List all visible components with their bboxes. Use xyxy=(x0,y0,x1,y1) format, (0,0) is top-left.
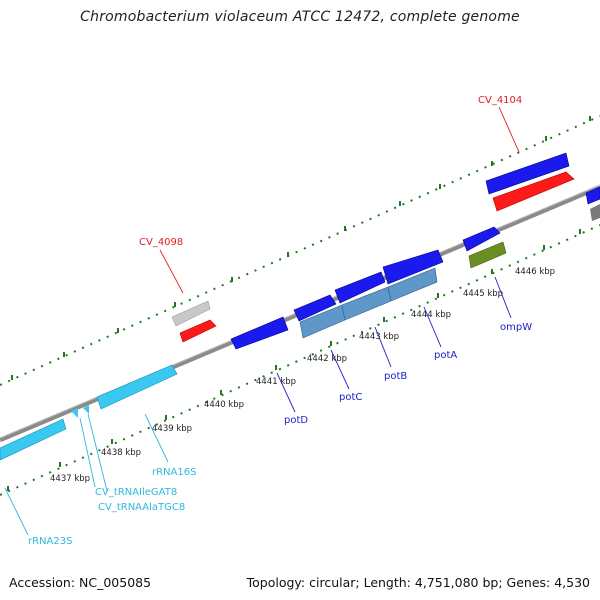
gene-potB[interactable] xyxy=(334,271,386,304)
gene-tRNA-ala[interactable] xyxy=(83,405,89,414)
ruler-label-4444: 4444 kbp xyxy=(411,310,451,320)
gene-potD[interactable] xyxy=(230,316,289,350)
gene-rRNA16S[interactable] xyxy=(96,364,178,410)
callout-potC xyxy=(330,349,350,390)
gene-cv4098-red[interactable] xyxy=(179,319,217,343)
callout-potD xyxy=(276,372,296,413)
label-rRNA23S[interactable]: rRNA23S xyxy=(28,536,72,547)
gene-cv4104-blue[interactable] xyxy=(485,152,570,195)
genome-stats-text: Topology: circular; Length: 4,751,080 bp… xyxy=(246,575,590,590)
outer-dotted-track xyxy=(0,115,600,386)
label-potC[interactable]: potC xyxy=(339,392,362,403)
ruler-label-4441: 4441 kbp xyxy=(256,377,296,387)
outer-tick-marks xyxy=(11,116,591,380)
label-tRNAIle[interactable]: CV_tRNAIleGAT8 xyxy=(95,487,177,498)
gene-potC[interactable] xyxy=(293,294,337,322)
accession-text: Accession: NC_005085 xyxy=(9,575,152,590)
gene-potA[interactable] xyxy=(382,249,444,285)
ruler-label-4439: 4439 kbp xyxy=(152,424,192,434)
callout-rRNA23S xyxy=(4,487,29,536)
inner-tick-marks xyxy=(7,229,581,491)
ruler-label-4442: 4442 kbp xyxy=(307,354,347,364)
gene-rRNA23S[interactable] xyxy=(0,418,67,461)
label-ompW[interactable]: ompW xyxy=(500,322,532,333)
label-potA[interactable]: potA xyxy=(434,350,457,361)
inner-dotted-track xyxy=(0,224,600,496)
gene-cv4104-red[interactable] xyxy=(492,171,575,212)
label-cv4098[interactable]: CV_4098 xyxy=(139,237,183,248)
gene-edge-blue[interactable] xyxy=(585,186,600,205)
label-tRNAAla[interactable]: CV_tRNAAlaTGC8 xyxy=(98,502,185,513)
map-title: Chromobacterium violaceum ATCC 12472, co… xyxy=(80,9,520,25)
ruler-label-4438: 4438 kbp xyxy=(101,448,141,458)
ruler-label-4440: 4440 kbp xyxy=(204,400,244,410)
callout-tRNAAla xyxy=(87,413,108,492)
gene-cv4098-gray[interactable] xyxy=(171,300,211,327)
label-potD[interactable]: potD xyxy=(284,415,308,426)
callout-potB xyxy=(374,326,392,368)
gene-ompW-blue[interactable] xyxy=(462,226,501,252)
callout-rRNA16S xyxy=(144,413,169,463)
gene-potB-unit[interactable] xyxy=(387,267,438,302)
ruler-label-4445: 4445 kbp xyxy=(463,289,503,299)
ruler-label-4446: 4446 kbp xyxy=(515,267,555,277)
label-cv4104[interactable]: CV_4104 xyxy=(478,95,522,106)
gene-tRNA-ile[interactable] xyxy=(71,408,78,418)
callout-ompW xyxy=(494,276,512,319)
callout-tRNAIle xyxy=(79,417,96,488)
gene-ompW[interactable] xyxy=(468,241,507,269)
callout-cv4098 xyxy=(159,249,184,294)
ruler-label-4437: 4437 kbp xyxy=(50,474,90,484)
callout-cv4104 xyxy=(498,106,520,153)
label-potB[interactable]: potB xyxy=(384,371,407,382)
callout-potA xyxy=(423,306,442,348)
gene-edge-gray[interactable] xyxy=(590,204,600,221)
label-rRNA16S[interactable]: rRNA16S xyxy=(152,467,196,478)
